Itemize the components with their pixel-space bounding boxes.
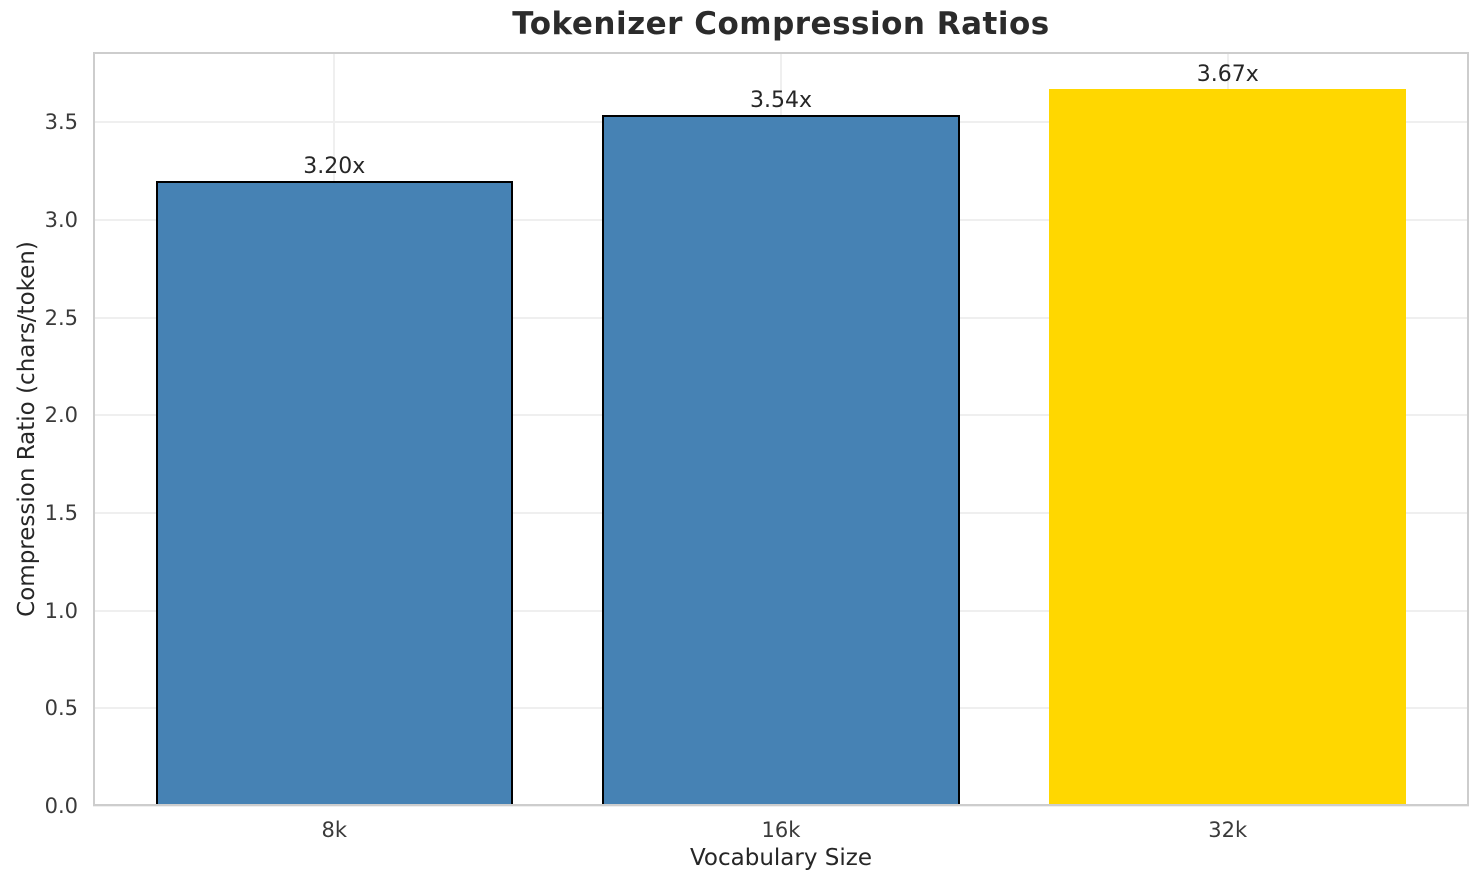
y-tick-label: 0.0 [44, 794, 78, 818]
y-tick-label: 1.0 [44, 598, 78, 623]
y-tick-label: 2.5 [44, 305, 78, 330]
x-tick-label: 32k [1208, 818, 1248, 842]
bar-32k [1049, 89, 1407, 806]
y-tick-label: 0.5 [44, 696, 78, 721]
gridline-horizontal [93, 805, 1469, 807]
bar-8k [155, 180, 513, 806]
plot-area: 3.20x 3.54x 3.67x [93, 52, 1469, 807]
y-tick-label: 2.0 [44, 403, 78, 428]
y-tick-label: 3.5 [44, 110, 78, 135]
x-tick-label: 8k [321, 818, 347, 842]
y-axis-label: Compression Ratio (chars/token) [14, 241, 40, 617]
y-tick-label: 3.0 [44, 207, 78, 232]
x-tick-label: 16k [761, 818, 801, 842]
bar-16k [602, 114, 960, 806]
bar-value-label: 3.67x [1196, 62, 1259, 88]
bar-value-label: 3.20x [303, 153, 366, 179]
chart-title: Tokenizer Compression Ratios [512, 6, 1050, 42]
x-axis-label: Vocabulary Size [689, 845, 872, 871]
bar-value-label: 3.54x [749, 87, 813, 113]
y-tick-label: 1.5 [44, 500, 78, 525]
